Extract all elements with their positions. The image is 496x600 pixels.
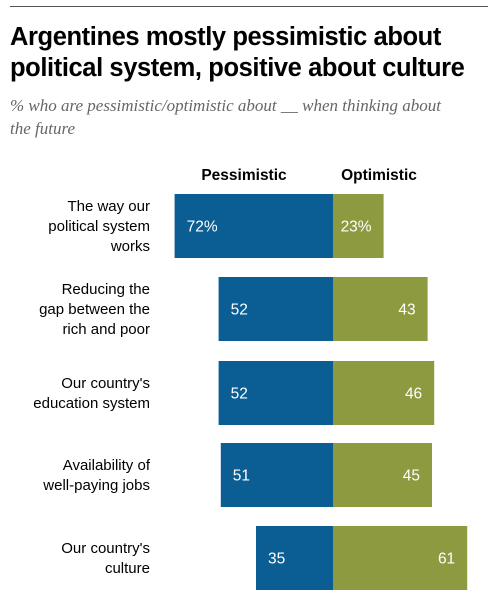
legend-pessimistic: Pessimistic [201, 167, 287, 184]
category-label: Reducing the [62, 281, 150, 298]
bar-pessimistic [218, 361, 333, 425]
legend-optimistic: Optimistic [341, 167, 417, 184]
value-label-optimistic: 43 [398, 302, 415, 319]
bar-optimistic [333, 194, 384, 258]
value-label-pessimistic: 52 [231, 302, 248, 319]
chart-subtitle: % who are pessimistic/optimistic about _… [10, 96, 441, 138]
value-label-optimistic: 23% [341, 219, 372, 236]
bar-pessimistic [256, 526, 333, 590]
bar-optimistic [333, 526, 468, 590]
category-label: The way our [67, 198, 150, 215]
bar-pessimistic [218, 277, 333, 341]
category-label: education system [33, 395, 150, 412]
bar-optimistic [333, 361, 435, 425]
value-label-optimistic: 61 [438, 551, 455, 568]
category-label: gap between the [39, 301, 150, 318]
bar-pessimistic [220, 443, 333, 507]
category-label: culture [105, 560, 150, 577]
category-label: political system [48, 218, 150, 235]
category-label: Our country's [61, 375, 150, 392]
value-label-pessimistic: 35 [268, 551, 285, 568]
bar-pessimistic [174, 194, 333, 258]
value-label-optimistic: 46 [405, 386, 422, 403]
top-rule [10, 6, 488, 7]
value-label-pessimistic: 51 [233, 468, 250, 485]
category-label: works [110, 238, 150, 255]
category-label: well-paying jobs [42, 477, 150, 494]
value-label-pessimistic: 52 [231, 386, 248, 403]
category-label: rich and poor [62, 321, 150, 338]
category-label: Our country's [61, 540, 150, 557]
category-label: Availability of [63, 457, 151, 474]
bar-optimistic [333, 277, 428, 341]
chart-title: Argentines mostly pessimistic about poli… [10, 23, 465, 82]
value-label-optimistic: 45 [403, 468, 420, 485]
value-label-pessimistic: 72% [187, 219, 218, 236]
bar-optimistic [333, 443, 432, 507]
